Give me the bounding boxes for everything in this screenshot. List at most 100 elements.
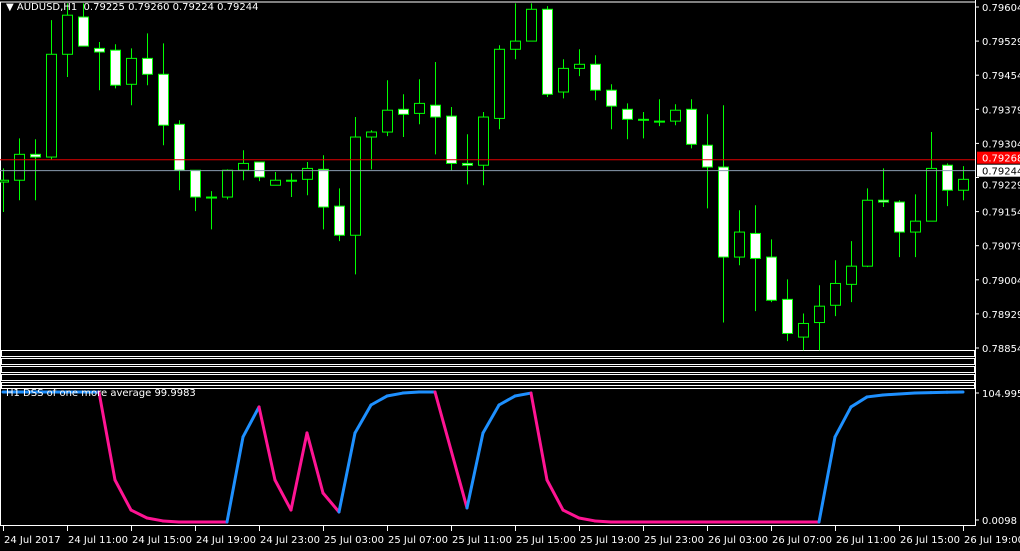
candle-body xyxy=(942,164,953,191)
dss-segment xyxy=(145,516,165,523)
candle xyxy=(446,107,457,171)
time-label: 24 Jul 11:00 xyxy=(68,535,128,546)
bid-price-box xyxy=(977,164,1020,177)
collapsed-subwindow[interactable] xyxy=(1,350,975,357)
price-lines xyxy=(0,159,975,172)
time-label: 26 Jul 11:00 xyxy=(836,535,896,546)
collapsed-subwindow[interactable] xyxy=(1,374,975,381)
candle-body xyxy=(574,63,585,69)
candle xyxy=(382,80,393,137)
candle-body xyxy=(46,53,57,158)
candle-body xyxy=(142,57,153,75)
price-label: 0.79529 xyxy=(982,37,1020,48)
candle xyxy=(702,114,713,209)
candle-body xyxy=(526,8,537,42)
candle-body xyxy=(430,104,441,118)
candle xyxy=(654,99,665,127)
candle xyxy=(542,6,553,98)
candle-body xyxy=(878,199,889,203)
candle-body xyxy=(958,178,969,191)
time-label: 24 Jul 2017 xyxy=(4,535,61,546)
dss-segment xyxy=(369,394,389,407)
candle-body xyxy=(558,67,569,93)
candle xyxy=(750,205,761,312)
candle-body xyxy=(510,40,521,50)
dss-segment xyxy=(545,478,565,512)
dss-segment xyxy=(817,435,837,524)
ohlc-values: 0.79225 0.79260 0.79224 0.79244 xyxy=(83,2,259,13)
triangle-down-icon[interactable]: ▼ xyxy=(6,2,14,13)
time-label: 25 Jul 11:00 xyxy=(452,535,512,546)
time-label: 26 Jul 15:00 xyxy=(900,535,960,546)
dss-segment xyxy=(161,519,181,524)
dss-segment xyxy=(561,508,581,520)
candle-body xyxy=(318,168,329,208)
candle xyxy=(318,155,329,230)
candle-body xyxy=(334,205,345,236)
candle-body xyxy=(750,232,761,259)
candle-body xyxy=(350,136,361,236)
collapsed-subwindow[interactable] xyxy=(1,366,975,373)
candle xyxy=(942,163,953,207)
dss-segment xyxy=(129,508,149,520)
dss-segment xyxy=(321,491,341,514)
candle-body xyxy=(654,120,665,123)
candle xyxy=(926,132,937,222)
candle xyxy=(286,173,297,198)
collapsed-subwindow[interactable] xyxy=(1,358,975,365)
candle-body xyxy=(270,179,281,186)
candle-body xyxy=(110,49,121,86)
dss-segment xyxy=(577,516,597,523)
dss-segment xyxy=(849,395,869,409)
candle-body xyxy=(206,196,217,199)
dss-segment xyxy=(305,431,325,495)
candle-body xyxy=(0,179,9,183)
candle xyxy=(46,20,57,160)
candle-body xyxy=(734,231,745,258)
candle-body xyxy=(94,47,105,53)
candle-body xyxy=(798,322,809,338)
time-label: 26 Jul 03:00 xyxy=(708,535,768,546)
candle xyxy=(910,194,921,258)
candle-body xyxy=(686,108,697,145)
candle-body xyxy=(766,256,777,301)
dss-segment xyxy=(225,435,245,524)
candle xyxy=(222,169,233,200)
dss-segment xyxy=(401,390,421,395)
candle xyxy=(254,161,265,182)
indicator-line xyxy=(1,390,965,524)
candle xyxy=(638,112,649,139)
candle xyxy=(846,241,857,303)
candle-body xyxy=(30,153,41,158)
price-label: 0.78929 xyxy=(982,310,1020,321)
bid-price-label: 0.79244 xyxy=(982,167,1020,178)
price-axis[interactable]: 0.79604 0.79529 0.79454 0.79379 0.79304 0.792… xyxy=(975,3,1020,355)
dss-segment xyxy=(113,478,133,512)
candle xyxy=(334,188,345,242)
dss-segment xyxy=(353,403,373,435)
candle xyxy=(190,169,201,212)
candle-body xyxy=(62,14,73,55)
candle-body xyxy=(366,131,377,138)
candle xyxy=(30,139,41,201)
candle xyxy=(510,3,521,60)
symbol-label: AUDUSD,H1 xyxy=(16,2,78,13)
price-label: 0.79079 xyxy=(982,242,1020,253)
time-label: 25 Jul 23:00 xyxy=(644,535,704,546)
candle-body xyxy=(606,89,617,107)
candle xyxy=(670,104,681,126)
dss-segment xyxy=(449,448,469,510)
chart-frame xyxy=(0,0,976,526)
price-label: 0.79004 xyxy=(982,276,1020,287)
time-axis[interactable]: 24 Jul 2017 24 Jul 11:00 24 Jul 15:00 24 Ju… xyxy=(3,526,1020,546)
dss-segment xyxy=(385,391,405,398)
candle xyxy=(78,3,89,47)
candle xyxy=(878,168,889,208)
candle-body xyxy=(302,167,313,180)
candle-body xyxy=(158,73,169,126)
candle xyxy=(894,200,905,258)
indicator-axis-label: 104.9951 xyxy=(982,389,1020,400)
chart-header: ▼ AUDUSD,H1 0.79225 0.79260 0.79224 0.79… xyxy=(6,2,259,13)
candle-body xyxy=(894,201,905,233)
